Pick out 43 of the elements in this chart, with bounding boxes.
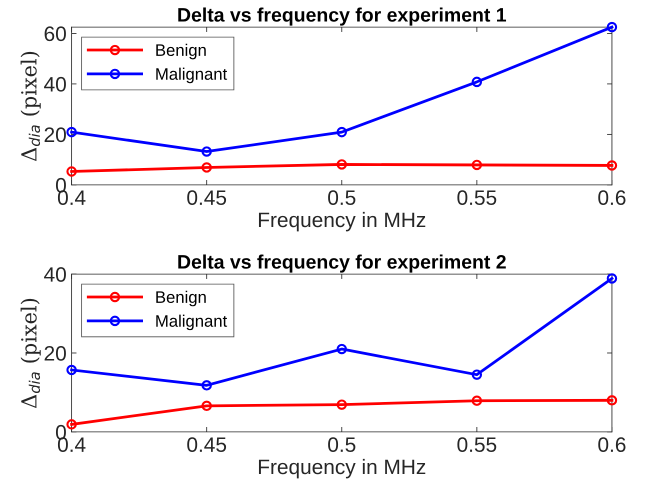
x-tick-label: 0.5	[328, 437, 356, 452]
point	[606, 395, 618, 406]
point	[201, 146, 212, 157]
chart-title: Delta vs frequency for experiment 2	[178, 254, 506, 273]
y-tick-label: 40	[44, 267, 66, 282]
point	[472, 160, 482, 170]
point	[472, 76, 482, 88]
point	[201, 400, 212, 412]
legend-label: Malignant	[156, 314, 228, 330]
chart-title: Delta vs frequency for experiment 1	[178, 7, 506, 26]
legend-label: Malignant	[156, 68, 228, 84]
x-tick-label: 0.45	[187, 190, 226, 206]
point	[336, 159, 347, 170]
point	[66, 364, 77, 376]
point	[606, 160, 618, 171]
y-axis-title: Δ$_{dia}$ (pixel)	[20, 52, 41, 162]
x-tick-label: 0.6	[598, 190, 626, 206]
point	[336, 344, 347, 354]
point	[472, 396, 482, 406]
y-tick-label: 60	[44, 26, 66, 42]
point	[201, 380, 212, 391]
legend-label: Benign	[156, 290, 206, 306]
y-tick-label: 40	[44, 76, 66, 92]
point	[606, 22, 618, 32]
x-axis-title: Frequency in MHz	[258, 458, 426, 478]
x-tick-label: 0.6	[598, 437, 626, 452]
point	[66, 126, 77, 138]
point	[66, 166, 77, 177]
point	[201, 162, 212, 173]
x-axis-title: Frequency in MHz	[258, 212, 426, 232]
point	[336, 399, 347, 410]
point	[472, 369, 482, 380]
y-tick-label: 20	[44, 346, 66, 361]
point	[66, 419, 77, 430]
y-tick-label: 20	[44, 127, 66, 142]
x-tick-label: 0.55	[457, 190, 496, 206]
x-tick-label: 0.45	[187, 437, 226, 452]
point	[606, 273, 618, 284]
x-tick-label: 0.5	[328, 190, 356, 206]
legend-label: Benign	[156, 44, 206, 60]
x-tick-label: 0.55	[457, 437, 496, 452]
point	[336, 126, 347, 138]
y-axis-title: Δ$_{dia}$ (pixel)	[20, 298, 41, 408]
